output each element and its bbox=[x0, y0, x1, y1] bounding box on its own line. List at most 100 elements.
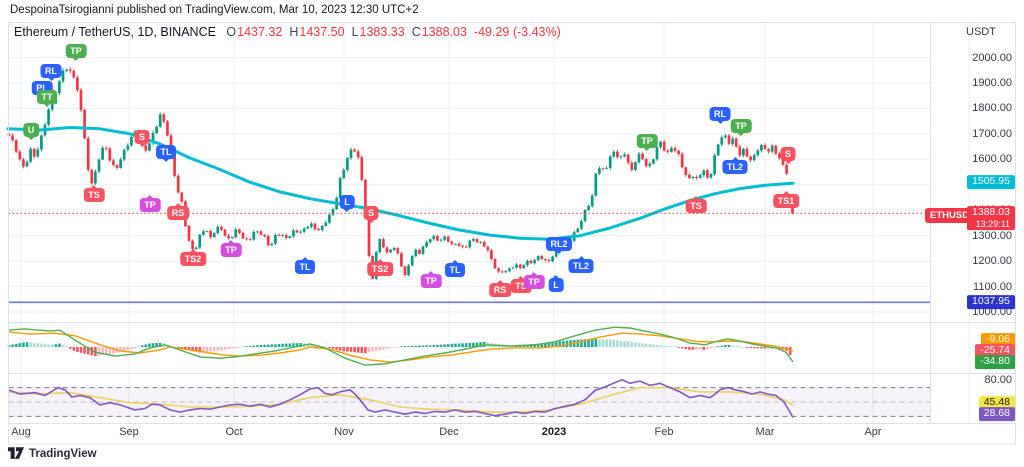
ohlc-key: C bbox=[411, 25, 421, 39]
flag-pointer bbox=[138, 144, 145, 147]
ohlc-value: 1437.50 bbox=[299, 25, 345, 39]
flag-label-u[interactable]: U bbox=[23, 123, 39, 140]
ohlc-key: L bbox=[351, 25, 359, 39]
flag-pointer bbox=[44, 104, 50, 107]
symbol-meta[interactable]: , 1D, BINANCE bbox=[130, 25, 216, 39]
time-tick-Dec: Dec bbox=[439, 426, 459, 438]
axis-badge--25.74: -25.74 bbox=[975, 344, 1015, 358]
flag-pointer bbox=[782, 191, 789, 194]
flag-pointer bbox=[163, 159, 169, 162]
ohlc-key: H bbox=[289, 25, 299, 39]
flag-label-ts1[interactable]: TS1 bbox=[773, 191, 799, 208]
flag-label-s[interactable]: S bbox=[134, 130, 150, 147]
time-tick-Oct: Oct bbox=[225, 426, 243, 438]
flag-label-tp[interactable]: TP bbox=[636, 134, 658, 151]
flag-label-rl[interactable]: RL bbox=[709, 107, 731, 124]
ohlc-value: 1388.03 bbox=[421, 25, 467, 39]
flag-pointer bbox=[367, 220, 374, 223]
price-tick: 80.00 bbox=[984, 374, 1012, 386]
time-tick-Aug: Aug bbox=[11, 426, 31, 438]
price-tick: 2000.00 bbox=[972, 51, 1012, 64]
flag-label-ts2[interactable]: TS2 bbox=[367, 259, 393, 276]
symbol-title-row: Ethereum / TetherUS, 1D, BINANCE O1437.3… bbox=[14, 25, 561, 39]
gridlines bbox=[8, 22, 970, 423]
flag-label-tl[interactable]: TL bbox=[295, 257, 315, 274]
flag-label-ts[interactable]: TS bbox=[83, 185, 105, 202]
price-tick: 1200.00 bbox=[972, 255, 1012, 268]
flag-label-l[interactable]: L bbox=[548, 275, 564, 292]
axis-badge-1388.03: 1388.03 13:29:11 bbox=[967, 206, 1015, 230]
price-tick: 1000.00 bbox=[972, 306, 1012, 318]
flag-pointer bbox=[427, 271, 434, 274]
flag-label-tl2[interactable]: TL2 bbox=[568, 256, 594, 273]
flag-label-s[interactable]: S bbox=[780, 147, 796, 164]
flag-label-rl2[interactable]: RL2 bbox=[545, 237, 573, 254]
price-tick: 1600.00 bbox=[972, 153, 1012, 166]
flag-pointer bbox=[376, 259, 383, 262]
flag-pointer bbox=[496, 280, 503, 283]
flag-pointer bbox=[692, 196, 699, 199]
axis-badge--34.80: -34.80 bbox=[975, 355, 1015, 369]
moving-average-line bbox=[6, 126, 795, 241]
flag-pointer bbox=[146, 195, 153, 198]
time-tick-2023: 2023 bbox=[541, 426, 567, 438]
ohlc-key: O bbox=[226, 25, 237, 39]
symbol-name[interactable]: Ethereum / TetherUS bbox=[14, 25, 131, 39]
flag-label-tl2[interactable]: TL2 bbox=[722, 157, 748, 174]
flag-pointer bbox=[717, 121, 723, 124]
tradingview-logo-link[interactable]: TradingView bbox=[8, 447, 97, 460]
flag-label-s[interactable]: S bbox=[363, 206, 379, 223]
flag-pointer bbox=[737, 133, 744, 136]
attribution-text: DespoinaTsirogianni published on Trading… bbox=[10, 4, 419, 16]
flag-pointer bbox=[28, 137, 34, 140]
price-tick: 1700.00 bbox=[972, 127, 1012, 140]
price-tick: 1900.00 bbox=[972, 76, 1012, 89]
axis-badge-45.48: 45.48 bbox=[978, 396, 1015, 410]
flag-pointer bbox=[784, 161, 791, 164]
flag-label-ts2[interactable]: TS2 bbox=[180, 249, 206, 266]
flag-label-tp[interactable]: TP bbox=[523, 272, 545, 289]
flag-pointer bbox=[72, 58, 79, 61]
price-axis-currency-label: USDT bbox=[966, 26, 996, 38]
flag-pointer bbox=[174, 203, 181, 206]
flag-pointer bbox=[555, 251, 562, 254]
flag-pointer bbox=[577, 256, 584, 259]
price-change: -49.29 (-3.43%) bbox=[473, 25, 561, 39]
time-tick-Sep: Sep bbox=[119, 426, 139, 438]
flag-label-tp[interactable]: TP bbox=[65, 44, 87, 61]
ohlc-value: 1437.32 bbox=[237, 25, 283, 39]
flag-label-rs[interactable]: RS bbox=[167, 203, 189, 220]
flag-label-tp[interactable]: TP bbox=[730, 119, 752, 136]
flag-label-rl[interactable]: RL bbox=[40, 64, 62, 81]
flag-pointer bbox=[452, 260, 458, 263]
flag-pointer bbox=[731, 157, 738, 160]
flag-label-rs[interactable]: RS bbox=[489, 280, 511, 297]
time-tick-Apr: Apr bbox=[864, 426, 882, 438]
flag-label-tt[interactable]: TT bbox=[37, 90, 57, 107]
flag-label-tl[interactable]: TL bbox=[156, 145, 176, 162]
flag-pointer bbox=[530, 272, 537, 275]
time-tick-Feb: Feb bbox=[654, 426, 674, 438]
axis-badge-1037.95: 1037.95 bbox=[967, 295, 1015, 309]
price-line-symbol-tag[interactable]: ETHUSDT bbox=[925, 208, 980, 223]
flag-label-ts[interactable]: TS bbox=[685, 196, 707, 213]
flag-label-tp[interactable]: TP bbox=[139, 195, 161, 212]
tradingview-brand-text: TradingView bbox=[29, 447, 97, 460]
flag-label-tl[interactable]: TL bbox=[445, 260, 465, 277]
flag-label-tp[interactable]: TP bbox=[420, 271, 442, 288]
flag-pointer bbox=[227, 240, 234, 243]
axis-badge-1505.95: 1505.95 bbox=[967, 175, 1015, 189]
axis-badge--9.06: -9.06 bbox=[981, 333, 1015, 347]
rsi-ma-line bbox=[7, 386, 794, 413]
rsi-line bbox=[7, 378, 794, 418]
axis-badge-28.68: 28.68 bbox=[978, 407, 1015, 421]
time-tick-Nov: Nov bbox=[334, 426, 354, 438]
flag-pointer bbox=[344, 209, 350, 212]
flag-pointer bbox=[302, 257, 308, 260]
flag-label-tp[interactable]: TP bbox=[220, 240, 242, 257]
flag-label-l[interactable]: L bbox=[339, 195, 355, 212]
candles-layer bbox=[7, 67, 794, 281]
countdown-timer: 13:29:11 bbox=[975, 218, 1010, 229]
